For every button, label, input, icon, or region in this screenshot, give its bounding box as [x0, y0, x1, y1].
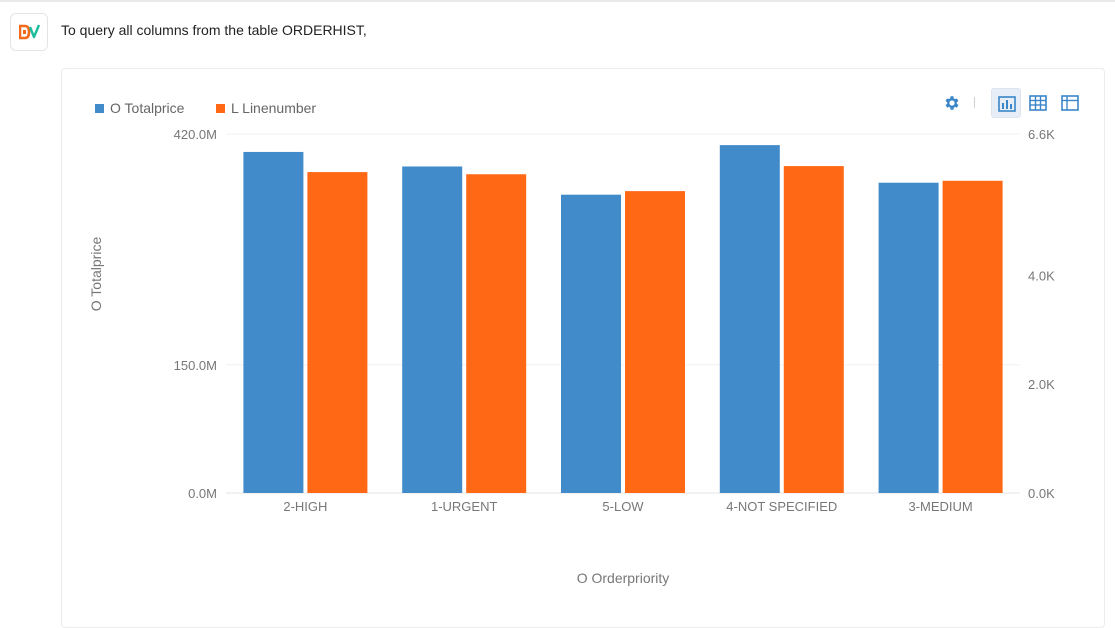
x-tick-label: 3-MEDIUM [908, 499, 972, 514]
bar-o-totalprice [402, 166, 463, 493]
top-divider [0, 0, 1115, 2]
bar-o-totalprice [561, 194, 621, 493]
bar-chart-view-button[interactable] [991, 88, 1021, 118]
settings-button[interactable] [937, 88, 967, 118]
gear-icon [945, 96, 959, 110]
dv-logo-icon [19, 24, 41, 40]
bar-chart: 0.0M 150.0M 420.0M 0.0K 2.0K 4.0K 6.6K 2-HIGH 1-… [88, 127, 1055, 586]
y-left-tick-label: 150.0M [174, 358, 217, 373]
bar-o-totalprice [243, 151, 304, 493]
x-tick-label: 2-HIGH [283, 499, 327, 514]
bar-chart-icon [998, 96, 1016, 112]
legend-item-l-linenumber[interactable]: L Linenumber [216, 100, 316, 116]
y-left-tick-label: 0.0M [188, 486, 217, 501]
y-right-tick-label: 0.0K [1028, 486, 1055, 501]
pivot-view-button[interactable] [1055, 88, 1085, 118]
bar-l-linenumber [466, 174, 527, 493]
legend-swatch [216, 103, 225, 113]
y-right-tick-label: 2.0K [1028, 377, 1055, 392]
legend-item-o-totalprice[interactable]: O Totalprice [95, 100, 184, 116]
legend-swatch [95, 103, 104, 113]
legend-label: O Totalprice [110, 100, 185, 116]
x-axis-title: O Orderpriority [577, 570, 670, 586]
table-grid-icon [1029, 95, 1047, 111]
toolbar-separator [974, 97, 975, 108]
y-right-tick-label: 6.6K [1028, 127, 1055, 142]
avatar [10, 13, 48, 51]
bar-o-totalprice [719, 145, 780, 493]
table-view-button[interactable] [1023, 88, 1053, 118]
y-left-tick-label: 420.0M [174, 127, 217, 142]
x-tick-label: 5-LOW [602, 499, 644, 514]
pivot-table-icon [1061, 95, 1079, 111]
chart-toolbar [937, 88, 1087, 118]
y-right-tick-label: 4.0K [1028, 268, 1055, 283]
bar-l-linenumber [942, 180, 1003, 493]
assistant-message: To query all columns from the table ORDE… [61, 22, 367, 38]
x-tick-label: 1-URGENT [431, 499, 498, 514]
bar-l-linenumber [307, 172, 368, 494]
y-axis-title: O Totalprice [88, 237, 104, 312]
bar-o-totalprice [878, 182, 939, 493]
legend-label: L Linenumber [231, 100, 317, 116]
bar-l-linenumber [783, 166, 844, 494]
x-tick-label: 4-NOT SPECIFIED [726, 499, 837, 514]
bar-l-linenumber [625, 191, 685, 493]
